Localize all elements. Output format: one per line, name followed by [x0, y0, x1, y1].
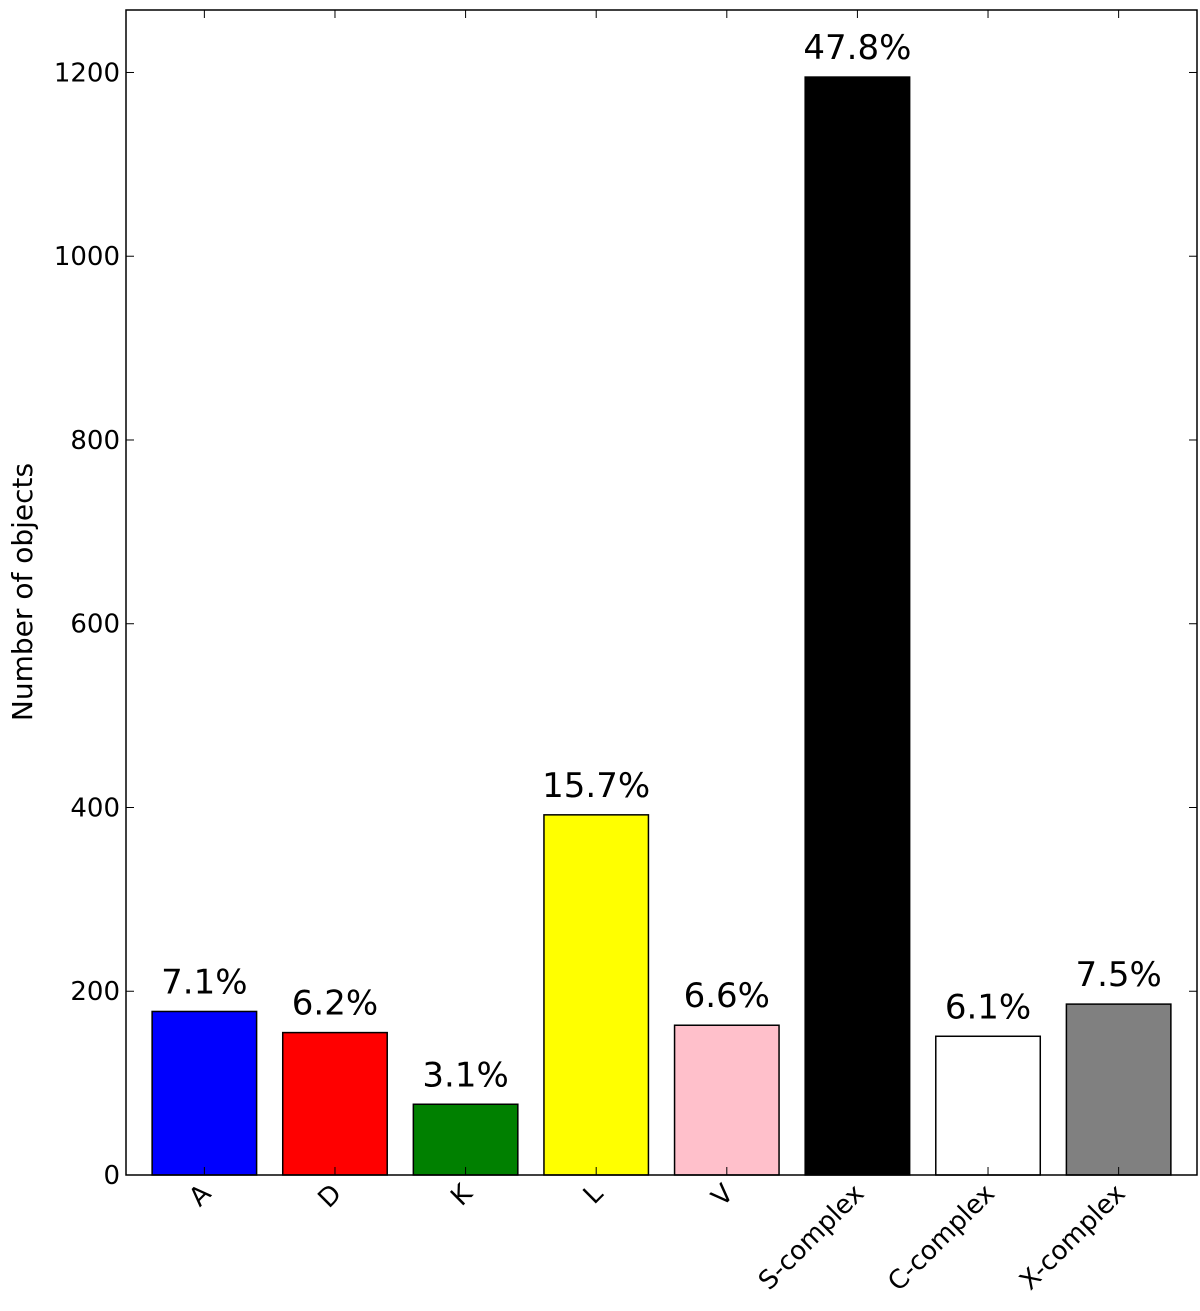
y-tick-label: 1200 [54, 58, 120, 88]
value-label: 15.7% [542, 766, 650, 806]
y-tick-label: 400 [70, 793, 120, 823]
y-tick-label: 800 [70, 426, 120, 456]
x-tick-label: V [706, 1179, 740, 1213]
value-label: 6.1% [945, 987, 1031, 1027]
y-axis-label: Number of objects [6, 463, 39, 721]
value-label: 7.5% [1075, 955, 1161, 995]
plot-frame [125, 9, 1198, 1176]
y-tick-label: 1000 [54, 242, 120, 272]
x-tick-label: K [445, 1178, 479, 1212]
bar [543, 814, 650, 1176]
value-label: 6.2% [292, 984, 378, 1024]
y-tick-label: 200 [70, 977, 120, 1007]
x-tick-label: D [313, 1179, 348, 1214]
x-tick-label: C-complex [882, 1179, 1001, 1298]
value-label: 7.1% [161, 962, 247, 1002]
bar [935, 1035, 1042, 1176]
bar [281, 1031, 388, 1176]
x-tick-label: X-complex [1014, 1179, 1131, 1296]
x-tick-label: L [578, 1178, 610, 1210]
bar [673, 1024, 780, 1176]
bar [151, 1010, 258, 1176]
x-tick-label: S-complex [753, 1179, 870, 1296]
bar [1065, 1003, 1172, 1176]
value-label: 47.8% [803, 28, 911, 68]
bar [804, 76, 911, 1176]
x-tick-label: A [184, 1179, 218, 1213]
y-tick-label: 0 [103, 1161, 120, 1191]
value-label: 3.1% [422, 1055, 508, 1095]
value-label: 6.6% [684, 976, 770, 1016]
y-tick-label: 600 [70, 610, 120, 640]
bar [412, 1103, 519, 1176]
